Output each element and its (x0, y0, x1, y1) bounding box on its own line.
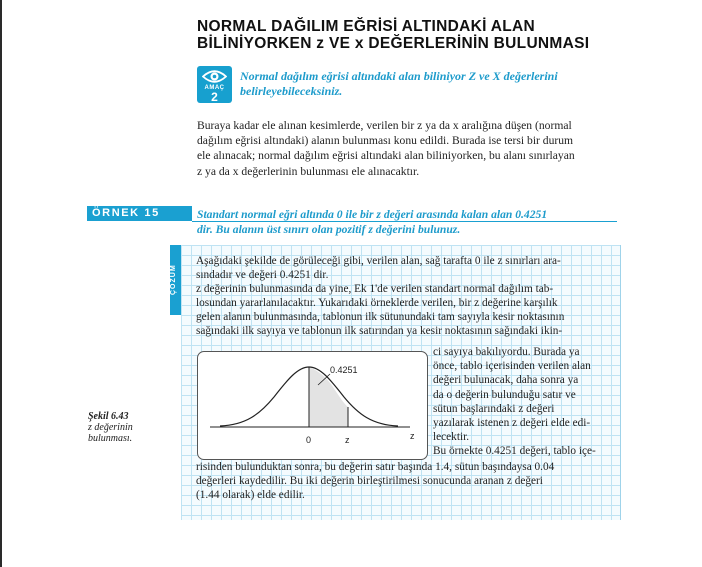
tick-label-z: z (345, 435, 350, 445)
shaded-area (309, 367, 348, 427)
amac-label: AMAÇ (204, 85, 225, 91)
normal-curve-svg: 0.4251 0 z z (210, 365, 415, 445)
amac-objective-line-1: Normal dağılım eğrisi altındaki alan bil… (240, 69, 558, 83)
intro-paragraph: Buraya kadar ele alınan kesimlerde, veri… (197, 118, 617, 179)
area-label: 0.4251 (330, 365, 358, 375)
normal-curve-figure: 0.4251 0 z z (197, 351, 428, 460)
solution-line: değerleri kaydedilir. Bu iki değerin bir… (196, 475, 543, 488)
axis-label-z: z (410, 431, 415, 441)
ornek-question-line-1: Standart normal eğri altında 0 ile bir z… (197, 208, 548, 221)
solution-line: Aşağıdaki şekilde de görüleceği gibi, ve… (196, 255, 561, 267)
solution-line: da o değerin bulunduğu satır ve (433, 388, 576, 401)
solution-line: sütun başlarındaki z değeri (433, 402, 555, 415)
amac-number: 2 (211, 90, 218, 104)
intro-line: Buraya kadar ele alınan kesimlerde, veri… (197, 119, 572, 132)
solution-text-bottom: risinden bulunduktan sonra, bu değerin s… (196, 460, 611, 502)
solution-line: lecektir. (433, 431, 470, 444)
section-title: NORMAL DAĞILIM EĞRİSİ ALTINDAKİ ALAN BİL… (197, 18, 637, 52)
section-title-line-1: NORMAL DAĞILIM EĞRİSİ ALTINDAKİ ALAN (197, 18, 536, 35)
cozum-label: ÇÖZÜM (170, 264, 177, 296)
caption-line: z değerinin (88, 422, 133, 433)
amac-objective-line-2: belirleyebileceksiniz. (240, 84, 343, 98)
solution-line: değeri bulunacak, daha sonra ya (433, 374, 579, 387)
figure-caption: Şekil 6.43 z değerinin bulunması. (88, 411, 133, 444)
solution-line: sındadır ve değeri 0.4251 dir. (196, 269, 329, 282)
solution-line: (1.44 olarak) elde edilir. (196, 489, 305, 502)
amac-objective: Normal dağılım eğrisi altındaki alan bil… (240, 69, 620, 99)
page-left-border (0, 0, 2, 567)
caption-title: Şekil 6.43 (88, 411, 129, 422)
section-title-line-2: BİLİNİYORKEN z VE x DEĞERLERİNİN BULUNMA… (197, 35, 590, 52)
solution-line: yazılarak istenen z değeri elde edi- (433, 417, 591, 430)
solution-line: gelen alanın bulunmasında, tablonun ilk … (196, 311, 565, 324)
ornek-label: ÖRNEK 15 (92, 207, 160, 219)
ornek-label-bar (87, 206, 192, 221)
amac-badge: AMAÇ 2 (197, 66, 232, 104)
eye-icon (202, 70, 227, 83)
ornek-question-line-2: dir. Bu alanın üst sınırı olan pozitif z… (197, 223, 461, 236)
intro-line: dağılım eğrisi altındaki) alanın bulunma… (197, 134, 574, 148)
ornek-underline (192, 221, 617, 222)
solution-line: ci sayıya bakılıyordu. Burada ya (433, 346, 580, 358)
solution-line: z değerinin bulunmasında da yine, Ek 1'd… (196, 283, 554, 296)
solution-line: önce, tablo içerisinden verilen alan (433, 360, 591, 373)
cozum-tab (170, 245, 181, 315)
solution-line: risinden bulunduktan sonra, bu değerin s… (196, 461, 555, 473)
ornek-question: Standart normal eğri altında 0 ile bir z… (197, 207, 617, 237)
tick-label-zero: 0 (306, 435, 311, 445)
solution-text-right: ci sayıya bakılıyordu. Burada ya önce, t… (433, 345, 611, 459)
solution-line: Bu örnekte 0.4251 değeri, tablo içe- (433, 445, 596, 458)
intro-line: ele alınacak; normal dağılım eğrisi altı… (197, 149, 575, 163)
solution-line: losundan yararlanılacaktır. Yukarıdaki ö… (196, 297, 558, 310)
caption-line: bulunması. (88, 433, 133, 444)
intro-line: z ya da x değerlerinin bulunması ele alı… (197, 164, 420, 178)
area-label-pointer (317, 373, 331, 386)
solution-text-top: Aşağıdaki şekilde de görüleceği gibi, ve… (196, 254, 611, 339)
solution-line: sağındaki ilk sayıya ve tablonun ilk sat… (196, 325, 563, 338)
